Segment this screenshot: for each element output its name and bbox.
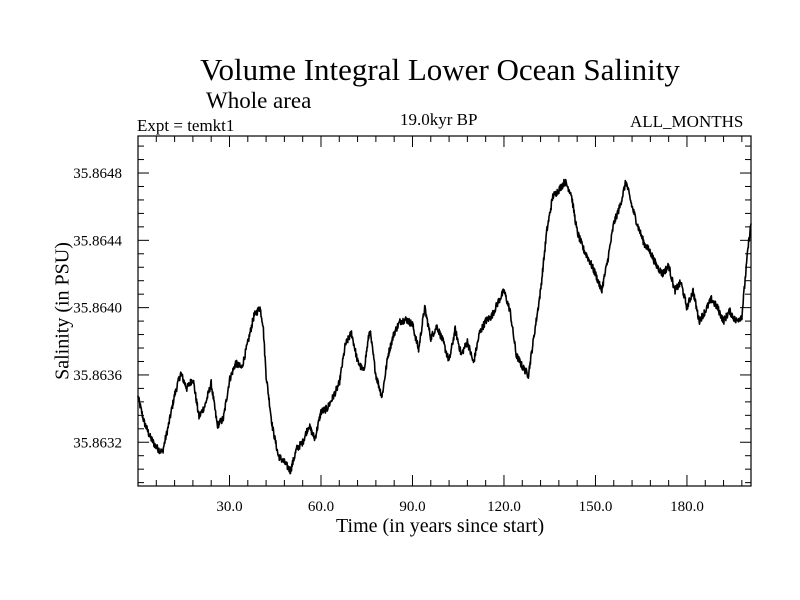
- chart-title: Volume Integral Lower Ocean Salinity: [200, 52, 680, 87]
- y-tick-label: 35.8648: [73, 166, 122, 182]
- chart-subtitle: Whole area: [206, 88, 312, 113]
- x-tick-label: 150.0: [579, 499, 613, 515]
- y-tick-label: 35.8644: [73, 233, 122, 249]
- months-label: ALL_MONTHS: [630, 112, 744, 131]
- x-tick-label: 180.0: [670, 499, 704, 515]
- y-tick-label: 35.8640: [73, 301, 122, 317]
- x-axis-label: Time (in years since start): [336, 515, 545, 537]
- plot-frame: [137, 135, 752, 487]
- y-tick-label: 35.8636: [73, 368, 122, 384]
- x-tick-label: 30.0: [216, 499, 242, 515]
- tick-labels: 30.0 60.0 90.0 120.0 150.0 180.0 35.8632 35.863…: [73, 166, 704, 515]
- epoch-label: 19.0kyr BP: [400, 110, 478, 129]
- experiment-label: Expt = temkt1: [137, 116, 235, 135]
- series-line-salinity: [137, 178, 752, 475]
- x-tick-label: 120.0: [487, 499, 521, 515]
- axis-ticks: [138, 136, 751, 486]
- y-tick-label: 35.8632: [73, 435, 122, 451]
- x-tick-label: 90.0: [399, 499, 425, 515]
- x-tick-label: 60.0: [308, 499, 334, 515]
